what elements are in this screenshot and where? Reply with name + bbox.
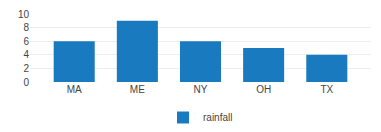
svg-text:NY: NY [194,84,208,95]
svg-text:ME: ME [130,84,145,95]
svg-text:10: 10 [18,9,30,20]
svg-text:0: 0 [23,77,29,88]
svg-text:4: 4 [23,49,29,60]
svg-text:TX: TX [320,84,333,95]
svg-text:rainfall: rainfall [203,112,232,123]
svg-text:6: 6 [23,36,29,47]
svg-text:OH: OH [256,84,271,95]
svg-text:8: 8 [23,22,29,33]
svg-text:2: 2 [23,63,29,74]
svg-text:MA: MA [67,84,82,95]
